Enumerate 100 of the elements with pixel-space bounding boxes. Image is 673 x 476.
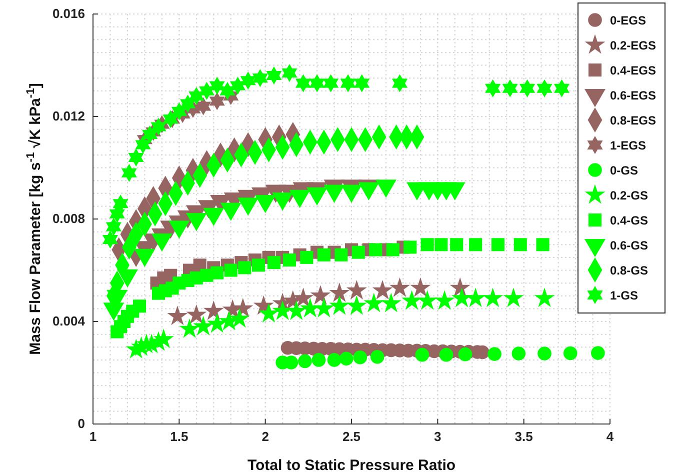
- point: [538, 346, 552, 360]
- point: [267, 256, 280, 270]
- point: [171, 102, 187, 120]
- point: [563, 346, 578, 360]
- point: [536, 79, 552, 98]
- point: [209, 76, 225, 95]
- legend-label: 0.2-EGS: [610, 38, 656, 52]
- point: [210, 266, 224, 280]
- point: [503, 288, 524, 308]
- point: [410, 277, 431, 297]
- point: [536, 238, 550, 252]
- point: [309, 74, 325, 92]
- point: [188, 87, 204, 105]
- point: [502, 79, 518, 98]
- point: [196, 97, 212, 116]
- point: [369, 243, 382, 256]
- point: [293, 288, 314, 308]
- point: [554, 79, 570, 98]
- legend-label: 1-GS: [610, 288, 638, 302]
- point: [106, 218, 122, 236]
- point: [404, 240, 417, 254]
- point: [142, 125, 158, 144]
- point: [128, 148, 144, 166]
- legend-label: 0.8-GS: [610, 264, 648, 278]
- point: [364, 292, 384, 312]
- point: [252, 258, 265, 272]
- point: [485, 79, 501, 98]
- point: [354, 74, 370, 92]
- point: [334, 248, 348, 262]
- point: [102, 230, 118, 248]
- point: [229, 308, 250, 328]
- x-tick-label: 1.5: [170, 429, 188, 444]
- y-tick-label: 0.016: [52, 6, 85, 22]
- point: [390, 277, 410, 297]
- y-tick-label: 0.004: [52, 314, 86, 329]
- point: [519, 79, 536, 98]
- point: [180, 94, 196, 113]
- point: [372, 280, 393, 300]
- point: [465, 288, 486, 308]
- point: [353, 350, 368, 364]
- point: [220, 82, 236, 100]
- legend-label: 0.6-EGS: [610, 88, 656, 102]
- point: [121, 164, 137, 182]
- point: [340, 74, 356, 92]
- point: [300, 250, 314, 264]
- point: [230, 76, 246, 95]
- point: [327, 353, 342, 367]
- x-tick-label: 4: [606, 429, 614, 444]
- point: [179, 318, 200, 338]
- legend-label: 0.6-GS: [610, 238, 648, 252]
- legend-label: 0.4-GS: [610, 214, 648, 228]
- point: [491, 238, 504, 252]
- legend-label: 0-EGS: [610, 14, 646, 28]
- point: [434, 238, 448, 252]
- point: [469, 238, 482, 252]
- point: [298, 354, 312, 368]
- point: [295, 74, 312, 92]
- point: [512, 346, 526, 360]
- point: [323, 74, 339, 92]
- legend-label: 1-EGS: [610, 138, 646, 152]
- point: [439, 348, 454, 362]
- x-tick-label: 2.5: [342, 429, 361, 444]
- legend-label: 0.2-GS: [610, 188, 648, 202]
- point: [346, 295, 367, 315]
- point: [339, 352, 354, 366]
- x-tick-label: 3: [434, 429, 442, 444]
- y-tick-label: 0.012: [52, 108, 85, 124]
- point: [224, 264, 238, 277]
- point: [282, 253, 296, 267]
- point: [193, 258, 206, 272]
- point: [153, 328, 174, 348]
- point: [450, 238, 464, 252]
- point: [135, 136, 151, 154]
- legend-label: 0.8-EGS: [610, 114, 656, 128]
- point: [514, 238, 527, 252]
- point: [415, 348, 430, 362]
- point: [258, 303, 280, 323]
- point: [150, 118, 166, 136]
- x-tick-label: 2: [262, 429, 269, 444]
- point: [286, 300, 307, 320]
- point: [370, 350, 384, 364]
- point: [591, 346, 605, 360]
- point: [392, 74, 408, 92]
- point: [386, 243, 400, 256]
- point: [482, 288, 504, 308]
- point: [198, 82, 215, 100]
- point: [203, 300, 224, 320]
- legend-label: 0-GS: [610, 164, 638, 178]
- legend-label: 0.4-EGS: [610, 64, 656, 78]
- point: [417, 290, 438, 310]
- point: [314, 298, 334, 318]
- point: [329, 295, 350, 315]
- x-tick-label: 1: [89, 429, 97, 444]
- point: [252, 69, 268, 88]
- point: [282, 64, 298, 82]
- point: [329, 282, 350, 302]
- point: [209, 92, 225, 110]
- point: [458, 347, 472, 362]
- point: [488, 347, 502, 361]
- point: [317, 248, 330, 262]
